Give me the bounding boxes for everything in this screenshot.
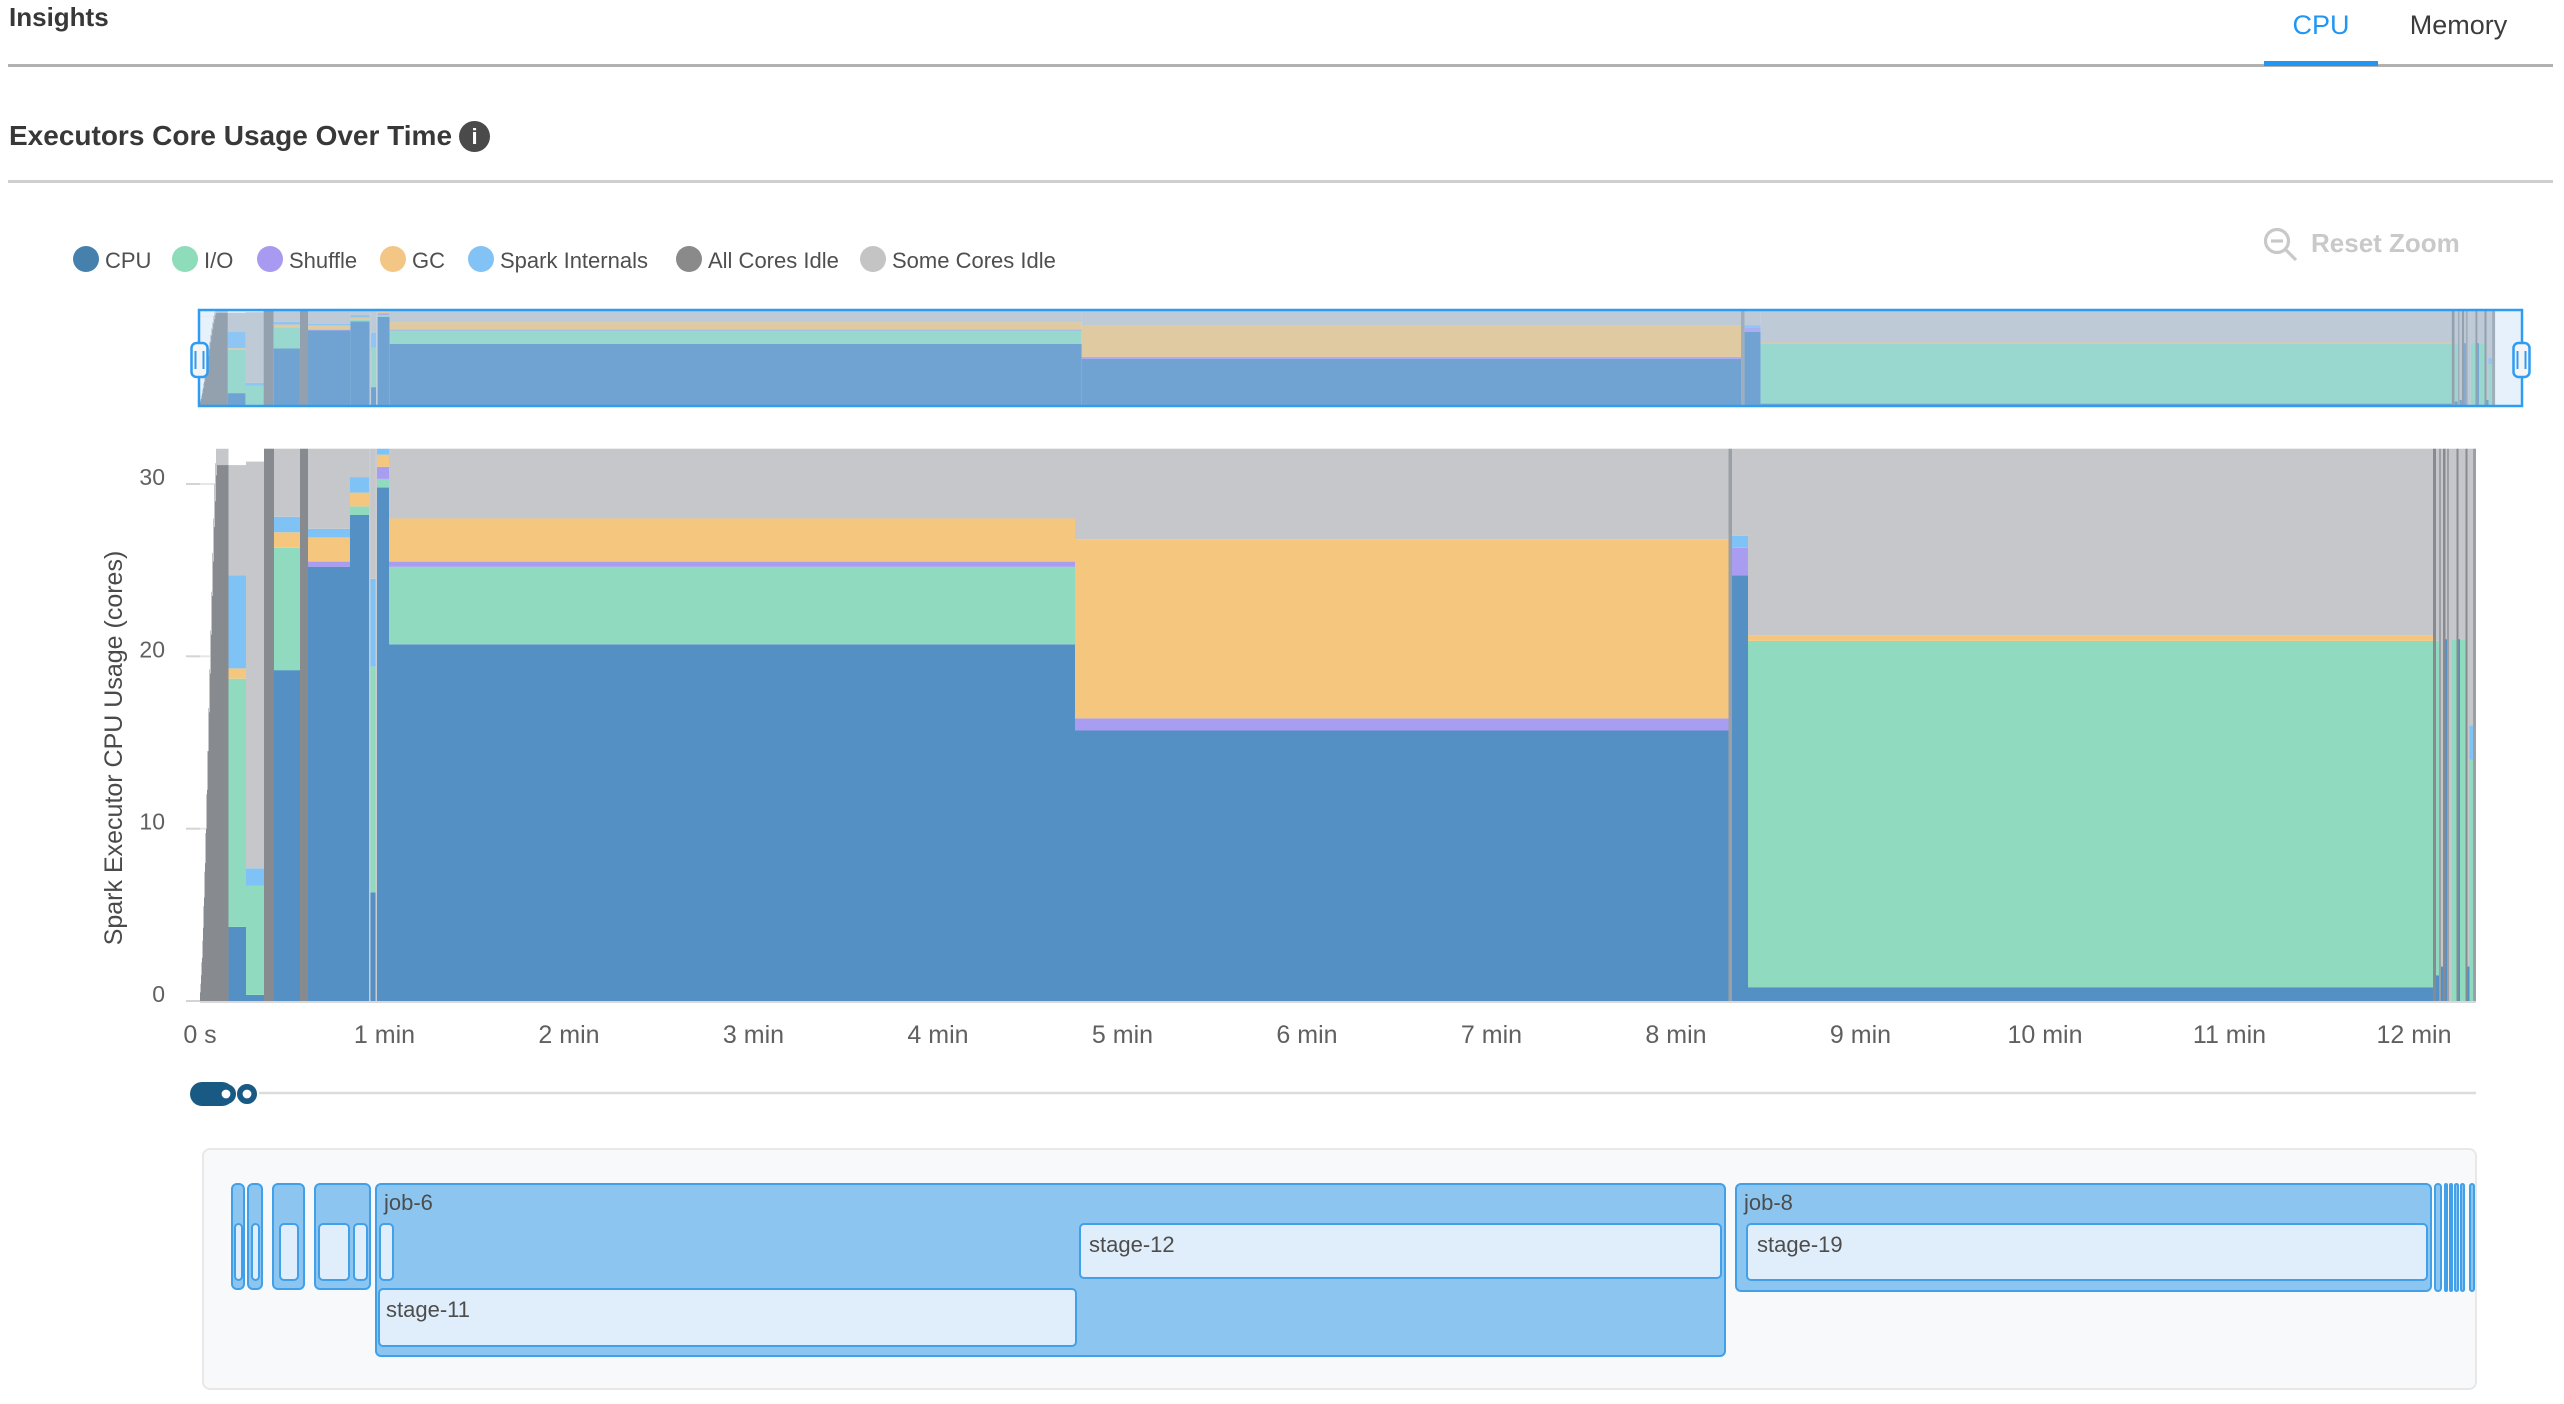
svg-text:1 min: 1 min [354,1021,415,1049]
svg-text:2 min: 2 min [538,1021,599,1049]
svg-text:3 min: 3 min [723,1021,784,1049]
svg-text:Spark Internals: Spark Internals [500,248,648,273]
svg-text:I/O: I/O [204,248,233,273]
svg-text:Reset Zoom: Reset Zoom [2311,228,2460,258]
svg-text:7 min: 7 min [1461,1021,1522,1049]
svg-text:6 min: 6 min [1276,1021,1337,1049]
svg-text:12 min: 12 min [2376,1021,2451,1049]
svg-text:0 s: 0 s [183,1021,216,1049]
svg-text:0: 0 [152,981,165,1007]
svg-text:CPU: CPU [105,248,151,273]
svg-text:10 min: 10 min [2007,1021,2082,1049]
svg-text:5 min: 5 min [1092,1021,1153,1049]
svg-text:10: 10 [139,809,165,835]
svg-text:GC: GC [412,248,445,273]
svg-text:Shuffle: Shuffle [289,248,357,273]
svg-text:Some Cores Idle: Some Cores Idle [892,248,1056,273]
svg-text:Spark Executor CPU Usage (core: Spark Executor CPU Usage (cores) [100,551,128,946]
svg-text:30: 30 [139,464,165,490]
svg-text:8 min: 8 min [1645,1021,1706,1049]
svg-text:All Cores Idle: All Cores Idle [708,248,839,273]
svg-text:9 min: 9 min [1830,1021,1891,1049]
svg-text:4 min: 4 min [907,1021,968,1049]
svg-text:11 min: 11 min [2193,1021,2266,1049]
svg-text:20: 20 [139,636,165,662]
